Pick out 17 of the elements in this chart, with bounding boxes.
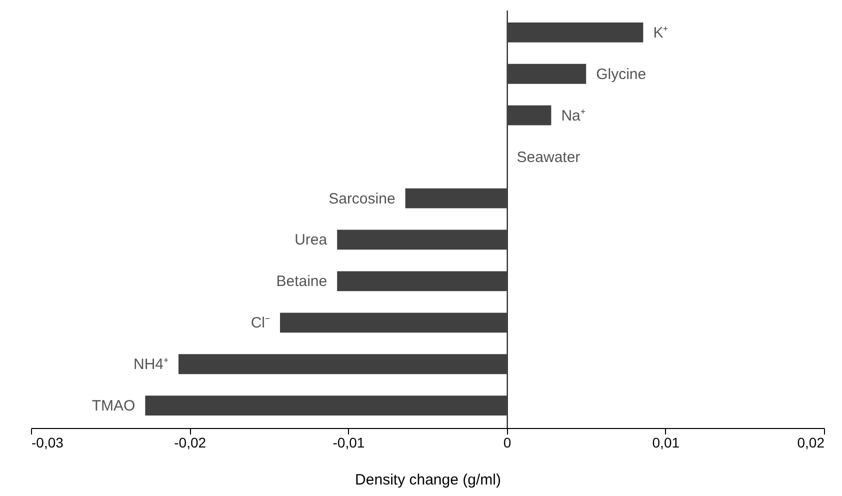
y-tick-label: Urea xyxy=(294,232,328,249)
x-tick-label: 0 xyxy=(503,434,512,450)
y-tick-label: Cl⁻ xyxy=(250,314,270,332)
y-tick-label: Seawater xyxy=(516,148,580,166)
x-tick-label: 0,02 xyxy=(797,434,825,450)
y-tick-label: TMAO xyxy=(92,398,136,415)
y-tick-label: Betaine xyxy=(276,273,328,290)
x-tick-label: -0,02 xyxy=(174,434,206,450)
y-tick-label: Glycine xyxy=(596,66,646,83)
x-axis-title: Density change (g/ml) xyxy=(355,472,501,488)
x-tick-label: 0,01 xyxy=(652,434,680,450)
y-tick-label: Sarcosine xyxy=(328,190,396,208)
y-tick-label: NH4⁺ xyxy=(133,356,168,374)
y-tick-label: Na⁺ xyxy=(561,107,586,124)
x-tick-label: -0,01 xyxy=(332,434,365,450)
y-tick-label: K⁺ xyxy=(653,24,668,42)
x-tick-label: -0,03 xyxy=(32,434,64,450)
